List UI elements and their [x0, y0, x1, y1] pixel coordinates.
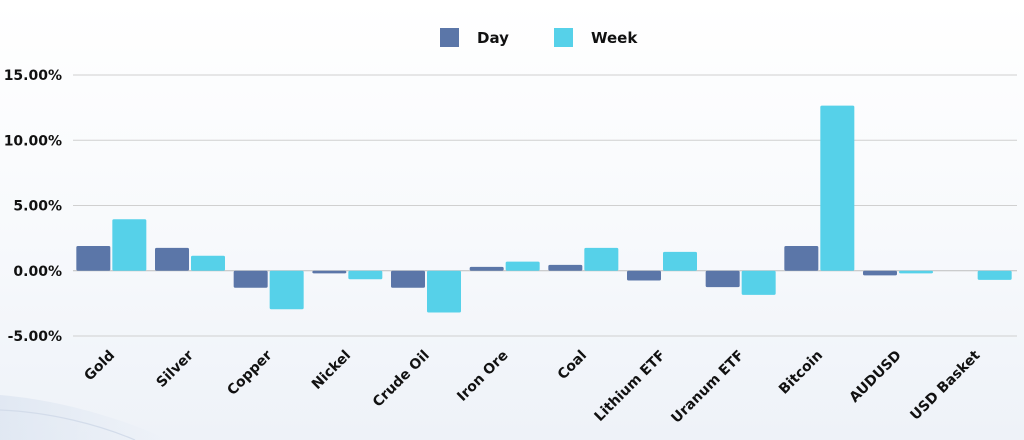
y-tick-label: 0.00% [13, 264, 62, 280]
bar-week-copper [269, 270, 304, 310]
y-tick-label: 5.00% [13, 199, 62, 215]
gridlines [73, 74, 1017, 337]
y-tick-label: 10.00% [4, 133, 62, 149]
y-axis-ticks: 15.00% 10.00% 5.00% 0.00% -5.00% [4, 68, 62, 345]
x-tick-label-silver: Silver [154, 347, 197, 390]
bar-week-silver [191, 255, 225, 271]
bar-week-gold [112, 219, 147, 271]
bar-day-copper [233, 270, 268, 288]
x-tick-label-copper: Copper [224, 347, 275, 398]
bar-week-lithium-etf [663, 251, 697, 271]
bar-day-iron-ore [469, 266, 504, 271]
legend: Day Week [440, 28, 638, 47]
bar-week-bitcoin [820, 105, 855, 271]
bar-week-audusd [899, 270, 933, 274]
bar-day-silver [155, 247, 189, 271]
background-decoration [0, 395, 170, 440]
bar-day-nickel [312, 270, 347, 274]
bar-week-uranum-etf [741, 270, 776, 295]
x-tick-label-coal: Coal [555, 348, 590, 383]
bar-day-coal [548, 264, 583, 271]
bar-day-uranum-etf [705, 270, 740, 288]
bar-week-nickel [348, 270, 383, 280]
legend-swatch-day [440, 28, 459, 47]
x-tick-label-usd-basket: USD Basket [907, 347, 983, 423]
bar-day-crude-oil [391, 270, 425, 288]
bar-day-bitcoin [784, 245, 819, 271]
y-tick-label: -5.00% [8, 329, 62, 345]
y-tick-label: 15.00% [4, 68, 62, 84]
x-tick-label-iron-ore: Iron Ore [454, 348, 511, 405]
x-tick-label-uranum-etf: Uranum ETF [668, 348, 747, 427]
bars [76, 105, 1012, 313]
legend-label-week: Week [591, 29, 638, 47]
legend-swatch-week [554, 28, 573, 47]
bar-week-crude-oil [427, 270, 461, 313]
x-tick-label-crude-oil: Crude Oil [370, 348, 433, 411]
x-tick-label-gold: Gold [81, 348, 118, 385]
bar-week-iron-ore [505, 261, 540, 271]
bar-week-coal [584, 247, 619, 271]
legend-label-day: Day [477, 29, 509, 47]
x-tick-label-nickel: Nickel [309, 348, 354, 393]
x-tick-label-lithium-etf: Lithium ETF [592, 348, 669, 425]
bar-week-usd-basket [977, 270, 1012, 280]
x-tick-label-bitcoin: Bitcoin [776, 348, 826, 398]
bar-day-lithium-etf [627, 270, 661, 281]
x-axis-labels: Gold Silver Copper Nickel Crude Oil Iron Ore C… [81, 347, 983, 426]
bar-day-audusd [863, 270, 897, 276]
bar-day-gold [76, 245, 111, 271]
x-tick-label-audusd: AUDUSD [847, 348, 905, 406]
